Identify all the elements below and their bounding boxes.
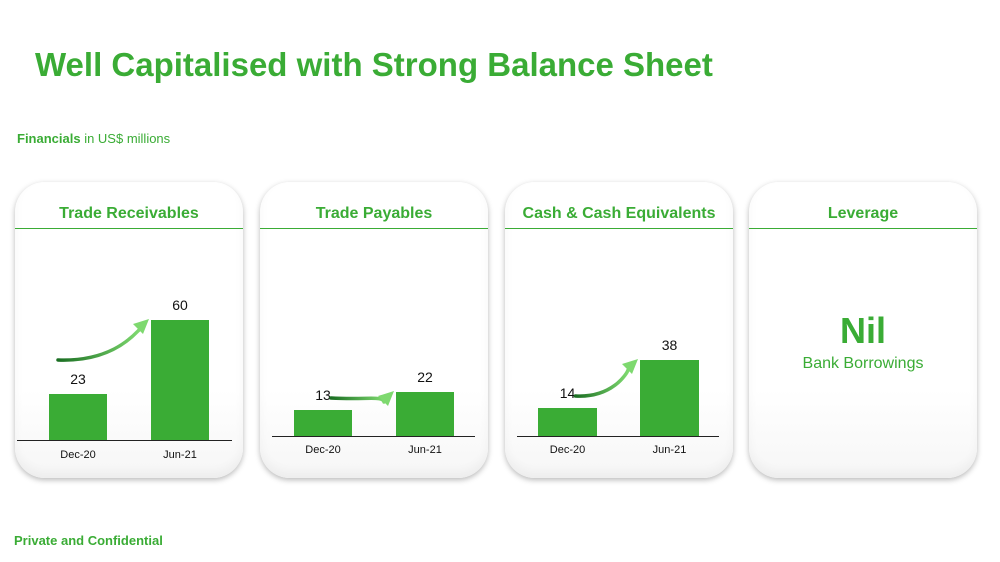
bar-dec-20: [49, 394, 107, 440]
card-divider: [505, 228, 733, 229]
card-title: Leverage: [827, 205, 899, 222]
units-caption: Financials in US$ millions: [17, 131, 170, 146]
growth-arrow-icon: [329, 396, 386, 404]
confidentiality-footer: Private and Confidential: [14, 533, 163, 548]
card-divider: [260, 228, 488, 229]
trade-receivables-chart: 23 Dec-20 60 Jun-21: [17, 297, 232, 461]
card-divider: [749, 228, 977, 229]
value-label: 60: [172, 297, 188, 313]
value-label: 22: [417, 369, 433, 385]
bar-jun-21: [151, 320, 209, 440]
bar-dec-20: [294, 410, 352, 436]
category-label: Dec-20: [60, 449, 95, 461]
growth-arrow-icon: [56, 328, 141, 362]
leverage-card: Leverage Nil Bank Borrowings: [749, 182, 977, 478]
value-label: 23: [70, 371, 86, 387]
page-title: Well Capitalised with Strong Balance She…: [35, 46, 713, 83]
growth-arrowhead-icon: [378, 391, 394, 406]
trade-payables-card: Trade Payables 13 Dec-20 22 Jun-21: [260, 182, 488, 478]
leverage-value: Nil: [839, 310, 886, 351]
cash-equivalents-card: Cash & Cash Equivalents 14 Dec-20 38 Jun-21: [505, 182, 733, 478]
trade-receivables-card: Trade Receivables 23 Dec-20 60 Jun-21: [15, 182, 243, 478]
leverage-label: Bank Borrowings: [802, 355, 924, 372]
card-title: Trade Receivables: [59, 205, 199, 222]
growth-arrow-icon: [573, 368, 630, 398]
cash-equivalents-chart: 14 Dec-20 38 Jun-21: [517, 337, 719, 456]
bar-jun-21: [640, 360, 699, 436]
category-label: Jun-21: [653, 444, 687, 456]
growth-arrowhead-icon: [133, 319, 149, 334]
category-label: Dec-20: [305, 444, 340, 456]
trade-payables-chart: 13 Dec-20 22 Jun-21: [272, 369, 475, 456]
value-label: 14: [560, 385, 576, 401]
units-caption-units: in US$ millions: [80, 131, 171, 146]
category-label: Dec-20: [550, 444, 585, 456]
value-label: 13: [315, 387, 331, 403]
growth-arrowhead-icon: [622, 359, 638, 374]
category-label: Jun-21: [408, 444, 442, 456]
units-caption-label: Financials: [17, 131, 81, 146]
card-title: Trade Payables: [315, 205, 433, 222]
bar-jun-21: [396, 392, 454, 436]
value-label: 38: [662, 337, 678, 353]
card-divider: [15, 228, 243, 229]
category-label: Jun-21: [163, 449, 197, 461]
card-title: Cash & Cash Equivalents: [522, 205, 716, 222]
bar-dec-20: [538, 408, 597, 436]
